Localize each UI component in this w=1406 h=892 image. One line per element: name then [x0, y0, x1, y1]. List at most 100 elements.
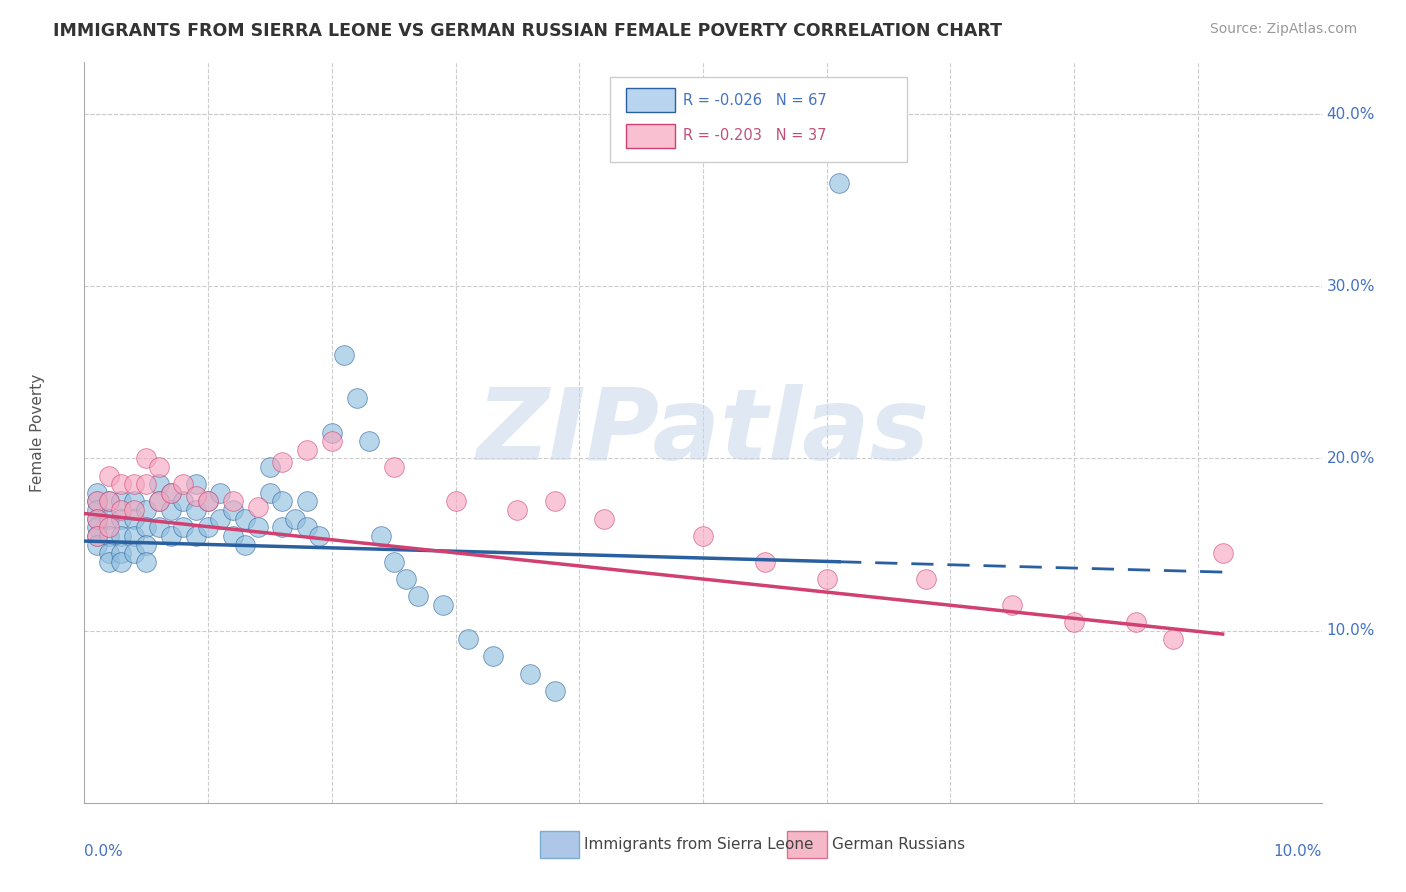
Point	[333, 348, 356, 362]
Point	[122, 477, 145, 491]
Point	[259, 486, 281, 500]
Point	[1001, 598, 1024, 612]
Point	[184, 503, 207, 517]
Point	[432, 598, 454, 612]
Point	[148, 494, 170, 508]
FancyBboxPatch shape	[787, 831, 827, 857]
Text: Immigrants from Sierra Leone: Immigrants from Sierra Leone	[585, 837, 814, 852]
Point	[135, 451, 157, 466]
Point	[815, 572, 838, 586]
Point	[271, 520, 294, 534]
Text: R = -0.026   N = 67: R = -0.026 N = 67	[683, 93, 827, 108]
Point	[160, 529, 183, 543]
Point	[122, 494, 145, 508]
Text: 20.0%: 20.0%	[1327, 451, 1375, 466]
Point	[110, 546, 132, 560]
Point	[197, 520, 219, 534]
Point	[321, 425, 343, 440]
Point	[543, 494, 565, 508]
Point	[86, 494, 108, 508]
Point	[86, 529, 108, 543]
Point	[543, 684, 565, 698]
Point	[222, 494, 245, 508]
Text: 40.0%: 40.0%	[1327, 106, 1375, 121]
Point	[110, 512, 132, 526]
Point	[135, 520, 157, 534]
Point	[481, 649, 503, 664]
Point	[233, 537, 256, 551]
Point	[135, 555, 157, 569]
Point	[86, 512, 108, 526]
Point	[86, 529, 108, 543]
Text: 10.0%: 10.0%	[1274, 844, 1322, 858]
Point	[172, 520, 194, 534]
FancyBboxPatch shape	[626, 124, 675, 147]
Point	[754, 555, 776, 569]
Text: IMMIGRANTS FROM SIERRA LEONE VS GERMAN RUSSIAN FEMALE POVERTY CORRELATION CHART: IMMIGRANTS FROM SIERRA LEONE VS GERMAN R…	[53, 22, 1002, 40]
Point	[184, 489, 207, 503]
Point	[370, 529, 392, 543]
Point	[86, 537, 108, 551]
Point	[160, 486, 183, 500]
Text: Source: ZipAtlas.com: Source: ZipAtlas.com	[1209, 22, 1357, 37]
Text: R = -0.203   N = 37: R = -0.203 N = 37	[683, 128, 827, 144]
Point	[148, 460, 170, 475]
Point	[1125, 615, 1147, 629]
Point	[295, 520, 318, 534]
Text: Female Poverty: Female Poverty	[30, 374, 45, 491]
Text: German Russians: German Russians	[832, 837, 965, 852]
Point	[135, 477, 157, 491]
Point	[506, 503, 529, 517]
Point	[308, 529, 330, 543]
Point	[122, 512, 145, 526]
Point	[519, 666, 541, 681]
Point	[135, 503, 157, 517]
Point	[222, 503, 245, 517]
Point	[98, 468, 121, 483]
Point	[209, 486, 232, 500]
Point	[395, 572, 418, 586]
Point	[1063, 615, 1085, 629]
Point	[197, 494, 219, 508]
Point	[197, 494, 219, 508]
FancyBboxPatch shape	[610, 78, 907, 162]
Point	[209, 512, 232, 526]
Point	[828, 176, 851, 190]
Point	[284, 512, 307, 526]
Point	[408, 589, 430, 603]
Point	[295, 442, 318, 457]
Point	[357, 434, 380, 449]
Point	[86, 486, 108, 500]
Point	[184, 529, 207, 543]
Point	[184, 477, 207, 491]
Point	[148, 477, 170, 491]
Point	[382, 460, 405, 475]
Point	[98, 520, 121, 534]
Point	[160, 503, 183, 517]
Point	[110, 494, 132, 508]
Point	[1161, 632, 1184, 647]
Point	[110, 529, 132, 543]
Point	[222, 529, 245, 543]
Point	[98, 512, 121, 526]
Point	[98, 546, 121, 560]
Point	[444, 494, 467, 508]
Point	[98, 494, 121, 508]
Point	[122, 529, 145, 543]
Point	[86, 520, 108, 534]
Point	[321, 434, 343, 449]
Point	[233, 512, 256, 526]
Point	[1212, 546, 1234, 560]
FancyBboxPatch shape	[626, 88, 675, 112]
Point	[98, 529, 121, 543]
Text: 0.0%: 0.0%	[84, 844, 124, 858]
Point	[135, 537, 157, 551]
Point	[246, 500, 269, 514]
Point	[271, 494, 294, 508]
FancyBboxPatch shape	[540, 831, 579, 857]
Point	[246, 520, 269, 534]
Point	[172, 477, 194, 491]
Point	[914, 572, 936, 586]
Point	[98, 555, 121, 569]
Point	[457, 632, 479, 647]
